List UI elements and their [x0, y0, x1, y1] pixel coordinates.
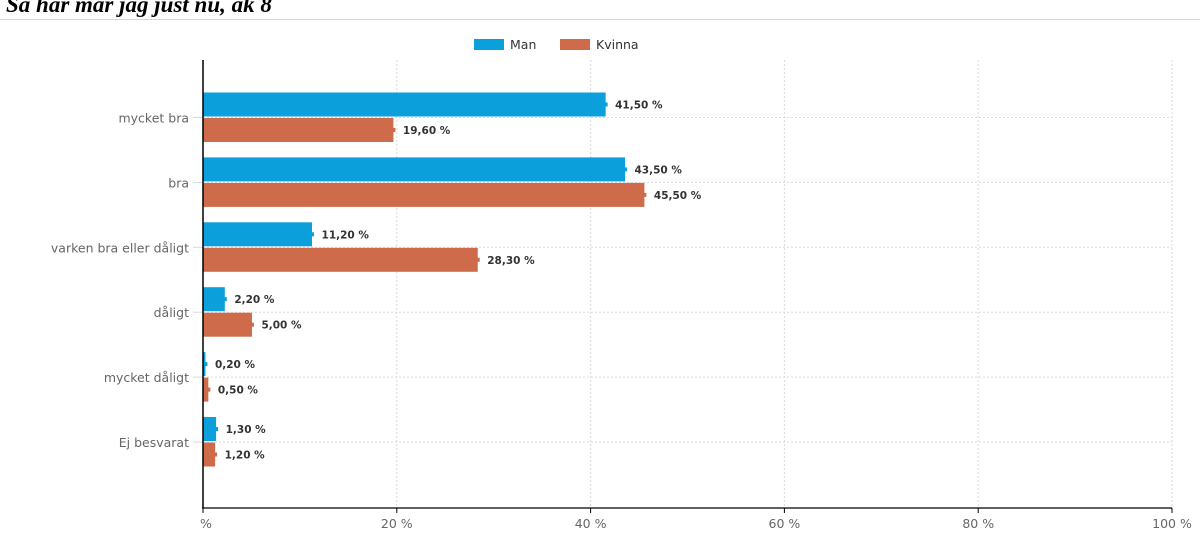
chart-bars: [203, 92, 647, 467]
data-label-background: [610, 96, 665, 113]
page-title: Så här mår jag just nu, åk 8: [6, 0, 272, 17]
chart-legend: Man Kvinna: [474, 37, 639, 52]
bar-end-marker: [213, 452, 218, 457]
category-label: mycket dåligt: [104, 370, 189, 385]
legend-swatch-man: [474, 39, 504, 50]
category-label: Ej besvarat: [119, 435, 189, 450]
category-label: mycket bra: [118, 111, 189, 126]
chart-axes: mycket bra bra varken bra eller dåligt dåli…: [51, 60, 1192, 531]
bar-end-marker: [222, 297, 227, 302]
data-label-background: [220, 421, 269, 437]
data-label: 1,20 %: [225, 450, 266, 462]
data-label-background: [316, 226, 371, 243]
category-label: varken bra eller dåligt: [51, 240, 189, 255]
bar-end-marker: [310, 232, 315, 237]
data-label-background: [629, 161, 684, 178]
bar-end-marker: [214, 427, 219, 431]
x-tick-label: 20 %: [381, 516, 413, 531]
data-label-background: [482, 251, 537, 268]
bar-end-marker: [249, 322, 254, 327]
legend-label-kvinna: Kvinna: [596, 37, 639, 52]
data-label-background: [212, 381, 261, 398]
data-label: 5,00 %: [261, 320, 302, 332]
bar-man: [203, 287, 225, 312]
data-label: 45,50 %: [654, 190, 702, 202]
x-tick-label: %: [200, 516, 212, 531]
chart-grid: [203, 60, 1173, 508]
x-tick-label: 100 %: [1152, 516, 1192, 531]
x-tick-label: 60 %: [769, 516, 801, 531]
bar-end-marker: [603, 102, 608, 107]
chart-data-labels: 41,50 % 19,60 % 43,50 % 45,50 % 11,20 % 28,30…: [209, 96, 704, 463]
category-label: dåligt: [154, 305, 189, 320]
legend-label-man: Man: [510, 37, 536, 52]
data-label: 1,30 %: [226, 424, 267, 436]
category-label: bra: [168, 175, 189, 190]
data-label: 11,20 %: [322, 229, 370, 241]
bar-kvinna: [203, 442, 216, 467]
bar-man: [203, 417, 217, 441]
data-label-background: [397, 122, 453, 138]
bar-kvinna: [203, 377, 209, 402]
legend-swatch-kvinna: [560, 39, 590, 50]
bar-end-marker: [475, 257, 480, 262]
bar-end-marker: [623, 167, 628, 172]
data-label: 19,60 %: [403, 125, 451, 137]
bar-end-marker: [391, 128, 396, 132]
data-label: 0,20 %: [215, 359, 256, 371]
bar-man: [203, 92, 606, 117]
data-label-background: [219, 446, 268, 463]
bar-kvinna: [203, 182, 645, 207]
bar-kvinna: [203, 247, 478, 272]
data-label: 0,50 %: [218, 385, 259, 397]
data-label: 2,20 %: [234, 294, 275, 306]
bar-end-marker: [642, 192, 647, 197]
x-tick-label: 80 %: [962, 516, 994, 531]
data-label-background: [209, 356, 258, 373]
bar-end-marker: [203, 362, 208, 367]
data-label-background: [648, 186, 704, 203]
title-divider: [0, 19, 1200, 20]
bar-kvinna: [203, 312, 252, 337]
bar-man: [203, 222, 313, 247]
data-label: 43,50 %: [635, 164, 683, 176]
x-tick-label: 40 %: [575, 516, 607, 531]
data-label-background: [229, 291, 277, 308]
data-label: 28,30 %: [487, 255, 535, 267]
bar-man: [203, 157, 626, 182]
data-label-background: [256, 316, 305, 333]
bar-end-marker: [206, 387, 211, 392]
bar-kvinna: [203, 118, 394, 142]
data-label: 41,50 %: [615, 100, 663, 112]
